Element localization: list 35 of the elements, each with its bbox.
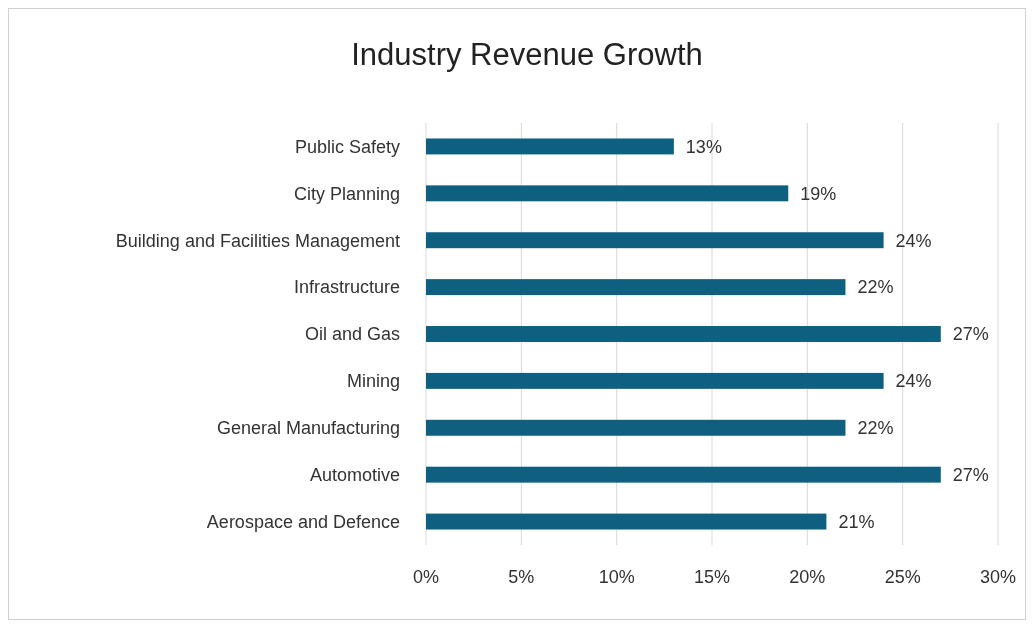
bar <box>426 138 674 155</box>
bar <box>426 279 846 296</box>
bar <box>426 372 884 389</box>
x-tick-label: 10% <box>598 567 635 587</box>
y-tick-label: Infrastructure <box>293 277 400 298</box>
x-tick-label: 0% <box>412 567 440 587</box>
x-tick-label: 20% <box>789 567 826 587</box>
chart-title: Industry Revenue Growth <box>351 37 703 72</box>
x-tick-label: 15% <box>693 567 731 587</box>
bar <box>426 466 941 483</box>
x-tick-label: 5% <box>508 567 535 587</box>
y-tick-label: Mining <box>346 371 400 392</box>
bar <box>426 419 846 436</box>
x-tick-label: 30% <box>979 567 1017 587</box>
x-tick-label: 25% <box>884 567 921 587</box>
y-tick-label: Public Safety <box>294 136 400 157</box>
y-tick-label: General Manufacturing <box>216 418 400 439</box>
data-label: 19% <box>800 183 837 204</box>
y-tick-label: Aerospace and Defence <box>206 511 400 532</box>
data-label: 27% <box>952 324 989 345</box>
y-tick-label: Oil and Gas <box>304 324 400 345</box>
y-tick-label: City Planning <box>293 183 400 204</box>
data-label: 24% <box>895 230 932 251</box>
bar <box>426 232 884 249</box>
bar <box>426 513 827 530</box>
data-label: 21% <box>838 511 875 532</box>
y-tick-label: Automotive <box>309 464 400 485</box>
data-label: 27% <box>952 464 989 485</box>
data-label: 22% <box>857 418 894 439</box>
data-label: 13% <box>685 136 722 157</box>
y-tick-label: Building and Facilities Management <box>115 230 400 251</box>
data-label: 22% <box>857 277 894 298</box>
bar <box>426 185 789 202</box>
bar <box>426 326 941 342</box>
data-label: 24% <box>895 371 932 392</box>
